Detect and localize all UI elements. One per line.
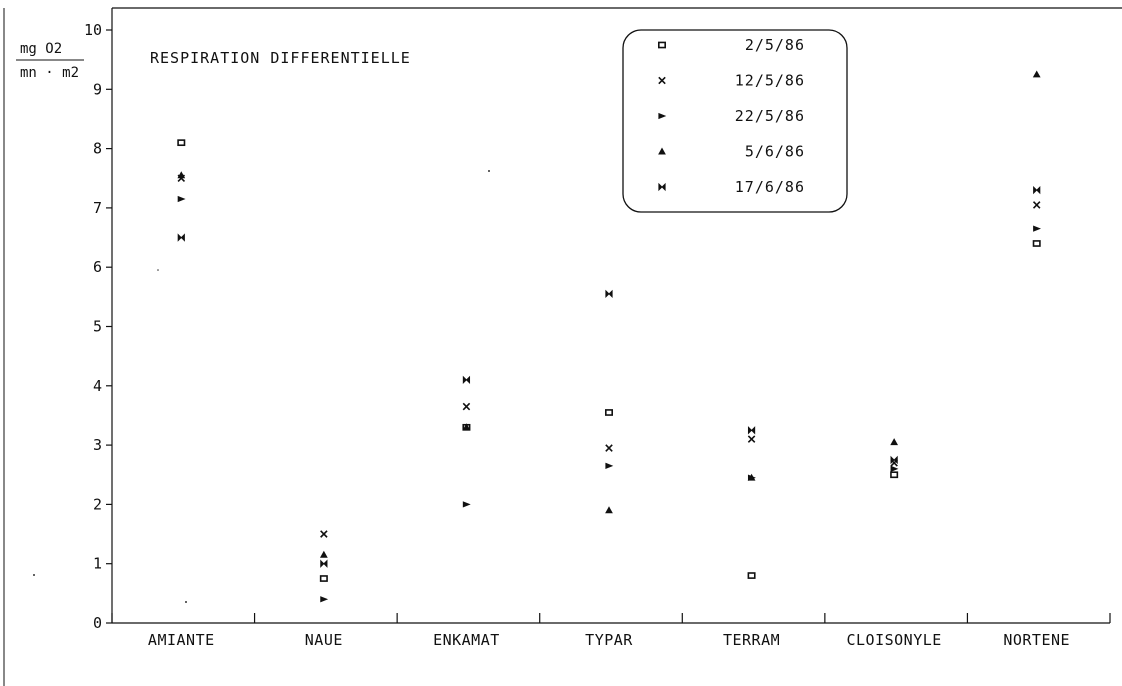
data-point	[462, 375, 471, 385]
chart-title: RESPIRATION DIFFERENTIELLE	[150, 49, 411, 67]
y-unit-numerator: mg O2	[20, 41, 62, 57]
legend-label: 2/5/86	[745, 36, 805, 54]
scan-speck	[185, 601, 187, 603]
y-tick-label: 2	[93, 495, 102, 513]
data-point	[1032, 70, 1041, 78]
data-points	[177, 70, 1041, 603]
y-tick-label: 5	[93, 318, 102, 336]
y-unit-denominator: mn · m2	[20, 65, 79, 81]
x-category-label: ENKAMAT	[433, 631, 500, 649]
x-category-label: NAUE	[305, 631, 343, 649]
legend-marker	[658, 76, 666, 85]
data-point	[1032, 240, 1041, 247]
y-tick-label: 7	[93, 199, 102, 217]
data-point	[605, 444, 613, 452]
data-point	[177, 139, 186, 147]
data-point	[605, 289, 613, 299]
y-tick-label: 3	[93, 436, 102, 454]
y-tick-label: 9	[93, 80, 102, 98]
y-tick-label: 6	[93, 258, 102, 276]
x-category-label: TYPAR	[585, 631, 633, 649]
data-point	[605, 506, 613, 514]
data-point	[1033, 225, 1041, 232]
legend-marker	[658, 147, 666, 155]
data-point	[890, 465, 899, 472]
data-point	[177, 195, 186, 203]
scan-speck	[33, 574, 35, 576]
data-point	[462, 402, 471, 411]
data-point	[1032, 201, 1041, 209]
data-point	[890, 438, 899, 446]
data-point	[320, 530, 328, 538]
data-point	[890, 471, 899, 479]
y-tick-label: 1	[93, 555, 102, 573]
x-category-label: TERRAM	[723, 631, 780, 649]
data-point	[320, 559, 328, 568]
data-point	[319, 575, 328, 582]
legend-marker	[657, 41, 666, 49]
data-point	[605, 462, 614, 470]
scan-speck	[157, 269, 159, 271]
data-point	[1033, 185, 1041, 195]
data-point	[462, 423, 471, 431]
data-point	[747, 435, 756, 443]
legend-box	[622, 29, 848, 213]
legend-label: 22/5/86	[735, 107, 805, 125]
x-category-label: AMIANTE	[148, 631, 215, 649]
y-tick-label: 4	[93, 377, 102, 395]
data-point	[747, 426, 756, 435]
scan-speck	[488, 170, 490, 172]
legend-marker	[658, 112, 667, 120]
legend-label: 17/6/86	[735, 178, 805, 196]
legend-marker	[658, 182, 666, 192]
data-point	[604, 409, 613, 416]
y-tick-label: 8	[93, 140, 102, 158]
data-point	[890, 455, 898, 465]
legend: 2/5/86 12/5/86 22/5/86 5/6/86 17/6/86	[657, 36, 805, 196]
legend-label: 5/6/86	[745, 143, 805, 161]
data-point	[747, 572, 756, 579]
y-tick-label: 10	[84, 21, 102, 39]
data-point	[747, 473, 756, 481]
x-category-label: CLOISONYLE	[846, 631, 941, 649]
y-ticks: 0 1 2 3 4 5 6 7 8 9 10	[84, 21, 112, 632]
data-point	[462, 501, 471, 508]
x-ticks: AMIANTE NAUE ENKAMAT TYPAR TERRAM CLOISONYLE N…	[111, 613, 1111, 649]
legend-label: 12/5/86	[735, 72, 805, 90]
data-point	[177, 233, 185, 242]
y-tick-label: 0	[93, 614, 102, 632]
data-point	[320, 596, 329, 603]
data-point	[319, 550, 328, 558]
x-category-label: NORTENE	[1003, 631, 1070, 649]
data-point	[177, 171, 186, 179]
